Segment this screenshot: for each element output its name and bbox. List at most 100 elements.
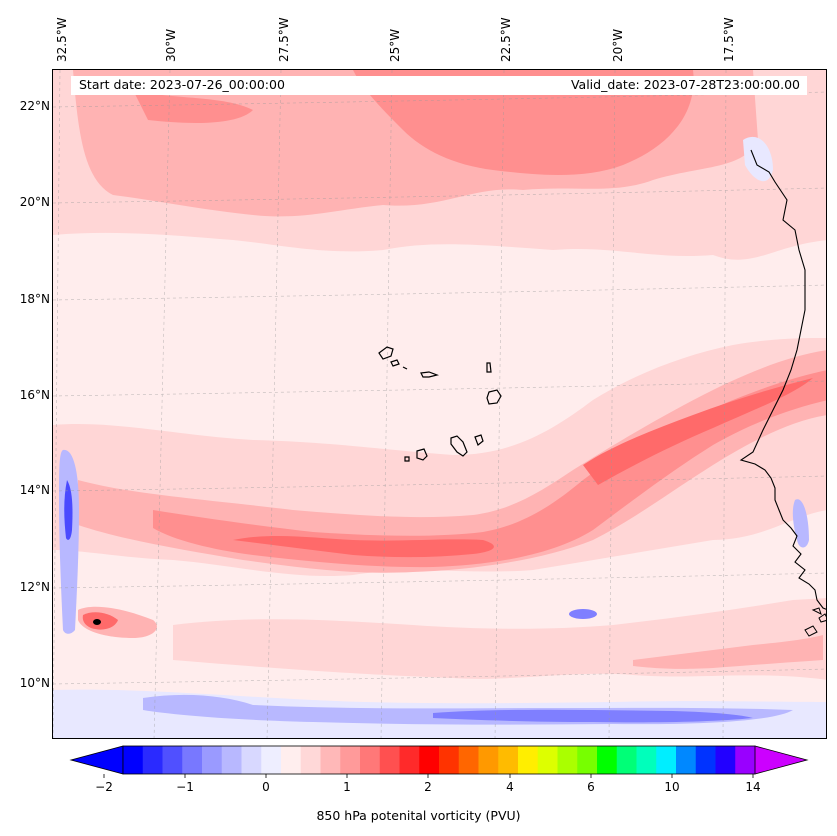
colorbar-tick-label: 4 (506, 780, 514, 794)
lat-label-12n: 12°N (19, 580, 50, 594)
island-santiago (450, 435, 468, 457)
colorbar-swatch (636, 746, 657, 774)
gridline-lat-18n (53, 284, 826, 301)
island-brava (404, 456, 410, 462)
lat-label-18n: 18°N (19, 292, 50, 306)
colorbar-swatch (399, 746, 420, 774)
africa-coastline-bijagos (804, 607, 826, 637)
island-santa-luzia (402, 366, 408, 370)
colorbar-swatch (478, 746, 499, 774)
lon-label-17-5w: 17.5°W (722, 17, 736, 62)
island-sao-nicolau (420, 371, 440, 378)
lat-label-16n: 16°N (19, 388, 50, 402)
colorbar-label: 850 hPa potenital vorticity (PVU) (316, 808, 521, 823)
colorbar-swatch (695, 746, 716, 774)
colorbar-border (122, 745, 756, 775)
island-boa-vista (486, 389, 502, 405)
lon-label-22-5w: 22.5°W (499, 17, 513, 62)
colorbar-swatch (557, 746, 578, 774)
colorbar-swatch (182, 746, 203, 774)
gridline-lon-32-5w (53, 70, 61, 738)
island-sao-vicente (390, 359, 400, 367)
colorbar-swatch (142, 746, 163, 774)
lat-label-20n: 20°N (19, 195, 50, 209)
lon-label-20w: 20°W (611, 28, 625, 62)
west-blue-streak-core (64, 480, 73, 540)
lon-label-30w: 30°W (164, 28, 178, 62)
colorbar-swatch (498, 746, 519, 774)
colorbar-swatch (202, 746, 223, 774)
gridline-lat-22n (53, 91, 826, 108)
gridlines (53, 70, 826, 738)
colorbar-tick-label: −2 (95, 780, 113, 794)
south-pv-band-light (633, 635, 823, 669)
colorbar-swatch (518, 746, 539, 774)
colorbar-swatch (123, 746, 144, 774)
gridline-lon-30w (153, 70, 171, 738)
itcz-band-core-east (583, 378, 813, 485)
colorbar-swatch (162, 746, 183, 774)
colorbar-swatch (458, 746, 479, 774)
colorbar-tick-label: 10 (664, 780, 680, 794)
itcz-band-mid (153, 370, 826, 568)
itcz-band-light (78, 350, 826, 573)
blue-spot-east (569, 609, 597, 619)
colorbar-swatch (300, 746, 321, 774)
gridline-lat-10n (53, 668, 826, 685)
west-vortex-core (93, 619, 101, 625)
gridline-lon-20w (608, 70, 616, 738)
colorbar-swatch (320, 746, 341, 774)
south-blue-band-core (433, 709, 753, 723)
colorbar-swatch (735, 746, 756, 774)
colorbar-swatch (439, 746, 460, 774)
colorbar-swatch (715, 746, 736, 774)
start-date-label: Start date: 2023-07-26_00:00:00 (79, 77, 285, 92)
cape-verde-islands (378, 346, 502, 462)
date-info-bar: Start date: 2023-07-26_00:00:00 Valid_da… (71, 76, 807, 95)
gridline-lat-16n (53, 380, 826, 397)
lon-label-25w: 25°W (388, 28, 402, 62)
north-pv-core (353, 70, 694, 175)
lon-label-27-5w: 27.5°W (277, 17, 291, 62)
pv-contour-map (53, 70, 826, 738)
lat-label-10n: 10°N (19, 676, 50, 690)
west-blue-streak-pale (59, 449, 79, 634)
colorbar-swatch (241, 746, 262, 774)
africa-coastline (739, 149, 826, 610)
gridline-lat-14n (53, 475, 826, 492)
colorbar-swatch (419, 746, 440, 774)
colorbar-swatch (261, 746, 282, 774)
colorbar-tick-label: 14 (745, 780, 761, 794)
colorbar-swatch (360, 746, 381, 774)
island-fogo (416, 448, 428, 461)
lon-label-32-5w: 32.5°W (55, 17, 69, 62)
colorbar-extend-min (69, 745, 124, 775)
lat-label-22n: 22°N (19, 99, 50, 113)
lat-label-14n: 14°N (19, 483, 50, 497)
island-sal (486, 362, 492, 373)
gridline-lon-22-5w (494, 70, 505, 738)
island-maio (474, 434, 484, 446)
itcz-band-core (233, 535, 494, 558)
colorbar-swatch (340, 746, 361, 774)
colorbar-tick-label: 2 (424, 780, 432, 794)
gridline-lon-27-5w (266, 70, 282, 738)
valid-date-label: Valid_date: 2023-07-28T23:00:00.00 (570, 77, 800, 92)
gridline-lon-25w (380, 70, 393, 738)
colorbar-swatch (221, 746, 242, 774)
colorbar-swatch (597, 746, 618, 774)
gridline-lat-20n (53, 187, 826, 204)
colorbar-extend-max (754, 745, 809, 775)
map-panel (52, 69, 827, 739)
colorbar-tick-label: −1 (176, 780, 194, 794)
gridline-lat-12n (53, 572, 826, 589)
colorbar-swatch (656, 746, 677, 774)
colorbar-tick-label: 1 (343, 780, 351, 794)
colorbar-swatch (281, 746, 302, 774)
colorbar-tick-label: 6 (587, 780, 595, 794)
colorbar-swatch (537, 746, 558, 774)
colorbar-tick-label: 0 (262, 780, 270, 794)
colorbar-swatch (616, 746, 637, 774)
gridline-lon-17-5w (722, 70, 727, 738)
colorbar-swatch (577, 746, 598, 774)
